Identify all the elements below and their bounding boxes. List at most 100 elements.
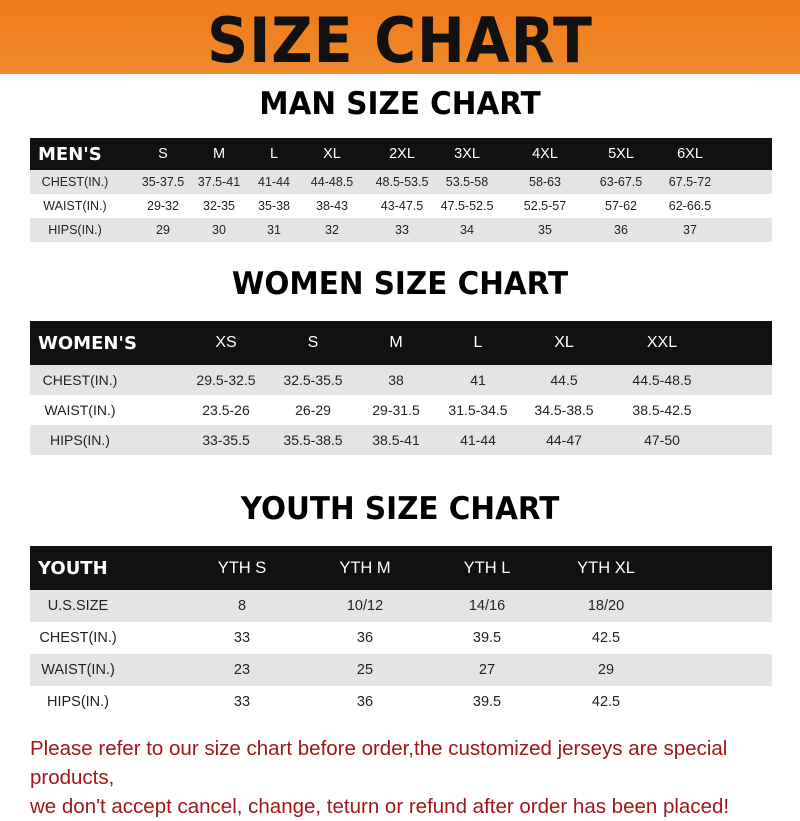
- measurement-value: 34.5-38.5: [534, 402, 594, 418]
- table-row: CHEST(IN.) 35-37.5 37.5-41 41-44 44-48.5 48.5…: [30, 170, 772, 194]
- measurement-value: 43-47.5: [380, 199, 424, 213]
- men-section-title: MAN SIZE CHART: [259, 86, 541, 122]
- measurement-value: 29-31.5: [372, 402, 420, 418]
- measurement-value: 29.5-32.5: [196, 372, 256, 388]
- size-header: 6XL: [677, 146, 703, 162]
- table-row: WAIST(IN.) 23.5-26 26-29 29-31.5 31.5-34.5 34…: [30, 395, 772, 425]
- measurement-value: 42.5: [591, 630, 621, 646]
- measurement-value: 44-48.5: [310, 175, 354, 189]
- measurement-value: 44.5-48.5: [632, 372, 692, 388]
- measurement-value: 32: [325, 223, 339, 237]
- measurement-label: HIPS(IN.): [50, 432, 110, 448]
- size-header: YTH XL: [577, 558, 635, 577]
- measurement-value: 52.5-57: [523, 199, 567, 213]
- size-header: 3XL: [454, 146, 480, 162]
- measurement-value: 62-66.5: [668, 199, 712, 213]
- measurement-value: 30: [212, 223, 226, 237]
- measurement-value: 37: [683, 223, 697, 237]
- measurement-value: 23: [233, 662, 251, 678]
- measurement-value: 23.5-26: [202, 402, 250, 418]
- size-header: 4XL: [532, 146, 558, 162]
- measurement-value: 38.5-41: [372, 432, 420, 448]
- table-header-row: MEN'S S M L XL 2XL 3XL 4XL 5XL 6XL: [30, 138, 772, 170]
- measurement-value: 47.5-52.5: [440, 199, 494, 213]
- measurement-value: 31: [267, 223, 281, 237]
- table-row: WAIST(IN.) 23 25 27 29: [30, 654, 772, 686]
- measurement-value: 29: [156, 223, 170, 237]
- table-row: CHEST(IN.) 33 36 39.5 42.5: [30, 622, 772, 654]
- size-header: YTH L: [463, 558, 511, 577]
- table-row: WAIST(IN.) 29-32 32-35 35-38 38-43 43-47.5 47.…: [30, 194, 772, 218]
- category-label: WOMEN'S: [38, 332, 137, 354]
- measurement-label: HIPS(IN.): [48, 223, 102, 237]
- measurement-value: 27: [478, 662, 496, 678]
- measurement-value: 36: [356, 630, 374, 646]
- measurement-label: WAIST(IN.): [44, 402, 116, 418]
- size-header: M: [212, 146, 226, 162]
- measurement-value: 33: [233, 694, 251, 710]
- measurement-value: 8: [237, 598, 247, 614]
- measurement-value: 18/20: [587, 598, 625, 614]
- measurement-label: WAIST(IN.): [41, 662, 115, 678]
- measurement-value: 67.5-72: [668, 175, 712, 189]
- measurement-value: 41: [470, 372, 486, 388]
- measurement-value: 39.5: [472, 630, 502, 646]
- measurement-value: 44.5: [550, 372, 578, 388]
- measurement-value: 35: [538, 223, 552, 237]
- size-header: XXL: [646, 334, 678, 351]
- measurement-value: 35-37.5: [141, 175, 185, 189]
- women-section-title: WOMEN SIZE CHART: [231, 266, 569, 302]
- size-header: M: [389, 334, 403, 351]
- measurement-value: 39.5: [472, 694, 502, 710]
- measurement-value: 47-50: [644, 432, 680, 448]
- table-row: CHEST(IN.) 29.5-32.5 32.5-35.5 38 41 44.5 44.5…: [30, 365, 772, 395]
- measurement-value: 32.5-35.5: [283, 372, 343, 388]
- measurement-value: 38-43: [316, 199, 348, 213]
- measurement-value: 42.5: [591, 694, 621, 710]
- measurement-value: 35-38: [258, 199, 290, 213]
- size-header: 5XL: [608, 146, 634, 162]
- table-header-row: WOMEN'S XS S M L XL XXL: [30, 321, 772, 365]
- size-header: XL: [323, 146, 341, 162]
- size-header: XS: [215, 334, 237, 351]
- size-header: L: [473, 334, 483, 351]
- measurement-value: 36: [614, 223, 628, 237]
- table-row: HIPS(IN.) 29 30 31 32 33 34 35 36 37: [30, 218, 772, 242]
- size-header: S: [307, 334, 319, 351]
- measurement-value: 10/12: [346, 598, 384, 614]
- measurement-value: 31.5-34.5: [448, 402, 508, 418]
- size-header: 2XL: [389, 146, 415, 162]
- disclaimer-note: Please refer to our size chart before or…: [30, 734, 790, 821]
- measurement-value: 29-32: [147, 199, 179, 213]
- banner: SIZE CHART: [0, 0, 800, 77]
- size-header: S: [158, 146, 168, 162]
- measurement-value: 26-29: [295, 402, 331, 418]
- measurement-label: U.S.SIZE: [47, 598, 109, 614]
- measurement-label: WAIST(IN.): [43, 199, 107, 213]
- measurement-value: 14/16: [468, 598, 506, 614]
- measurement-value: 58-63: [529, 175, 561, 189]
- measurement-value: 38.5-42.5: [632, 402, 692, 418]
- measurement-value: 48.5-53.5: [375, 175, 429, 189]
- measurement-value: 32-35: [203, 199, 235, 213]
- banner-title: SIZE CHART: [207, 4, 593, 77]
- measurement-value: 57-62: [605, 199, 637, 213]
- measurement-value: 29: [597, 662, 615, 678]
- measurement-value: 41-44: [460, 432, 496, 448]
- measurement-value: 63-67.5: [599, 175, 643, 189]
- table-row: U.S.SIZE 8 10/12 14/16 18/20: [30, 590, 772, 622]
- measurement-value: 38: [388, 372, 404, 388]
- category-label: MEN'S: [38, 143, 102, 165]
- measurement-label: CHEST(IN.): [39, 630, 117, 646]
- measurement-value: 41-44: [258, 175, 290, 189]
- measurement-value: 37.5-41: [197, 175, 241, 189]
- measurement-value: 35.5-38.5: [283, 432, 343, 448]
- table-row: HIPS(IN.) 33-35.5 35.5-38.5 38.5-41 41-44 44-…: [30, 425, 772, 455]
- measurement-value: 44-47: [546, 432, 582, 448]
- measurement-value: 53.5-58: [445, 175, 489, 189]
- disclaimer-line-2: we don't accept cancel, change, teturn o…: [30, 795, 730, 818]
- measurement-value: 34: [460, 223, 474, 237]
- youth-section-title: YOUTH SIZE CHART: [240, 491, 560, 527]
- measurement-label: CHEST(IN.): [41, 175, 109, 189]
- disclaimer-line-1: Please refer to our size chart before or…: [30, 737, 728, 789]
